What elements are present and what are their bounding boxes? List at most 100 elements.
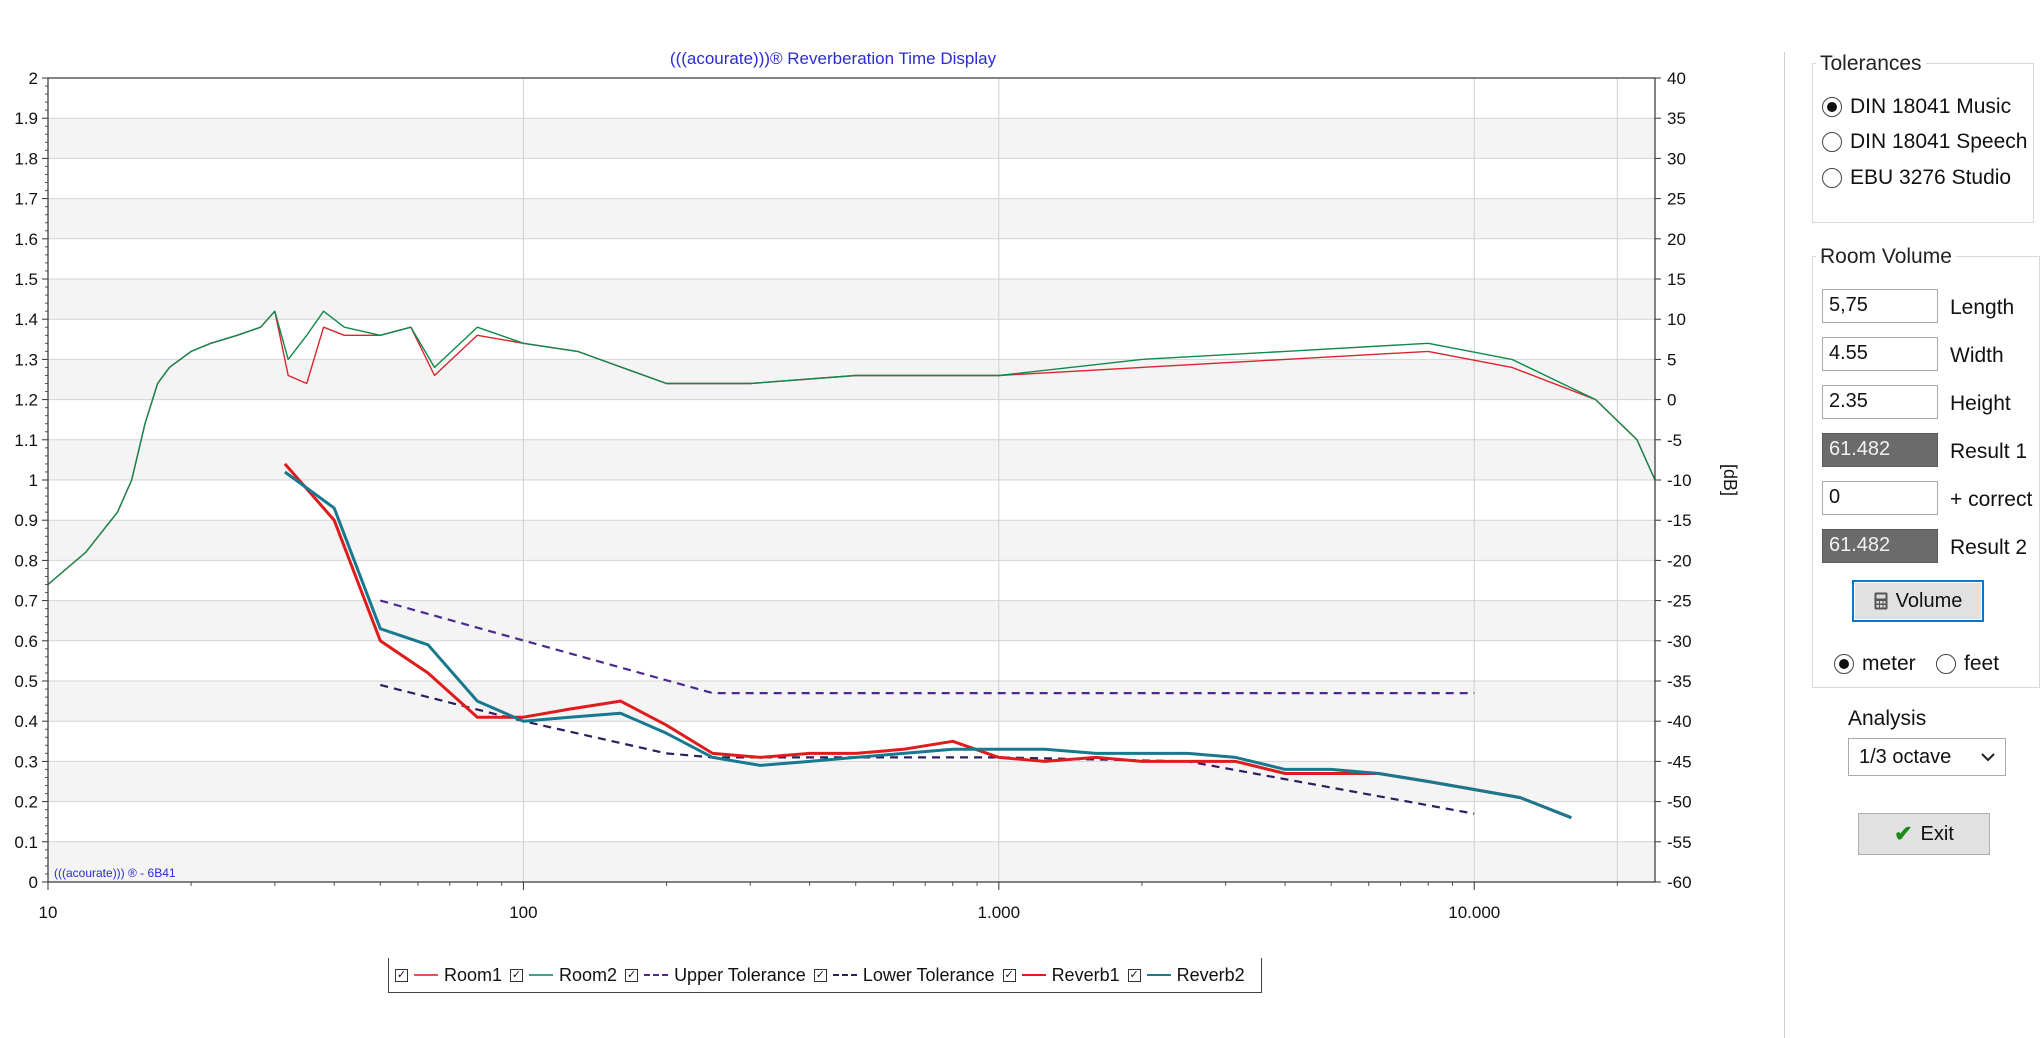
- legend-label: Reverb1: [1051, 964, 1120, 985]
- right-tick-label: 35: [1667, 109, 1686, 128]
- length-input[interactable]: 5,75: [1822, 289, 1938, 323]
- exit-button[interactable]: ✔ Exit: [1858, 813, 1990, 855]
- legend-item[interactable]: ✓ Room2: [510, 965, 617, 986]
- legend-checkbox[interactable]: ✓: [1127, 968, 1141, 982]
- right-tick-label: 25: [1667, 190, 1686, 209]
- radio-ebu-studio[interactable]: EBU 3276 Studio: [1822, 166, 2011, 190]
- right-tick-label: -50: [1667, 793, 1692, 812]
- volume-button[interactable]: Volume: [1852, 580, 1984, 622]
- checkmark-icon: ✔: [1894, 821, 1913, 846]
- right-tick-label: -55: [1667, 833, 1692, 852]
- plot-band: [48, 238, 1655, 279]
- radio-label: DIN 18041 Music: [1850, 95, 2012, 118]
- left-tick-label: 1.4: [14, 310, 38, 329]
- right-tick-label: 10: [1667, 310, 1686, 329]
- series-reverb1: [283, 462, 1572, 820]
- legend-item[interactable]: ✓ Lower Tolerance: [813, 964, 995, 986]
- radio-button[interactable]: [1822, 132, 1842, 152]
- calculator-icon: [1874, 592, 1888, 610]
- plot-band: [48, 640, 1655, 681]
- left-tick-label: 1.3: [14, 350, 38, 369]
- chart-legend: ✓ Room1 ✓ Room2 ✓ Upper Tolerance ✓ Lower Toler…: [388, 958, 1262, 993]
- radio-button[interactable]: [1822, 97, 1842, 117]
- plot-band: [48, 721, 1655, 762]
- plot-background: [48, 78, 1655, 882]
- height-input[interactable]: 2.35: [1822, 385, 1938, 419]
- correction-input[interactable]: 0: [1822, 481, 1938, 515]
- plot-band: [48, 520, 1655, 561]
- radio-selected-dot: [1827, 102, 1837, 112]
- plot-band: [48, 359, 1655, 400]
- plot-band: [48, 681, 1655, 722]
- legend-checkbox[interactable]: ✓: [510, 968, 524, 982]
- legend-label: Room1: [444, 964, 503, 985]
- legend-checkbox[interactable]: ✓: [1002, 968, 1016, 982]
- x-tick-label: 10: [39, 903, 58, 922]
- radio-selected-dot: [1839, 659, 1849, 669]
- legend-item[interactable]: ✓ Room1: [395, 965, 502, 986]
- width-input[interactable]: 4.55: [1822, 337, 1938, 371]
- room-volume-title: Room Volume: [1816, 245, 1956, 269]
- chart-watermark: (((acourate))) ® - 6B41: [54, 866, 176, 880]
- legend-item[interactable]: ✓ Reverb2: [1127, 965, 1245, 986]
- right-tick-label: 15: [1667, 270, 1686, 289]
- legend-item[interactable]: ✓ Reverb1: [1002, 964, 1120, 986]
- radio-meter[interactable]: meter: [1834, 652, 1916, 676]
- plot-band: [48, 118, 1655, 159]
- left-tick-label: 0.2: [14, 793, 38, 812]
- plot-band: [48, 439, 1655, 480]
- left-tick-label: 1.5: [14, 270, 38, 289]
- grid-lines: [47, 77, 1655, 883]
- radio-button[interactable]: [1936, 654, 1956, 674]
- radio-label: DIN 18041 Speech: [1850, 130, 2028, 153]
- right-tick-label: -15: [1667, 511, 1692, 530]
- left-tick-label: 0.1: [14, 833, 38, 852]
- length-label: Length: [1950, 296, 2015, 319]
- plot-band: [48, 319, 1655, 360]
- height-label: Height: [1950, 392, 2011, 415]
- chevron-down-icon: [1981, 753, 1995, 762]
- plot-band: [48, 801, 1655, 842]
- left-tick-label: 1.7: [14, 190, 38, 209]
- left-tick-label: 0.8: [14, 551, 38, 570]
- legend-swatch: [1146, 974, 1171, 976]
- right-tick-label: -30: [1667, 632, 1692, 651]
- legend-checkbox[interactable]: ✓: [625, 968, 639, 982]
- left-tick-label: 1.2: [14, 391, 38, 410]
- legend-swatch: [529, 974, 554, 976]
- radio-feet[interactable]: feet: [1936, 652, 1999, 676]
- exit-button-label: Exit: [1920, 822, 1954, 845]
- left-tick-label: 1.8: [14, 149, 38, 168]
- legend-swatch: [414, 974, 438, 976]
- right-axis-label: [dB]: [1720, 464, 1740, 496]
- radio-button[interactable]: [1834, 654, 1854, 674]
- left-tick-label: 1.6: [14, 230, 38, 249]
- result2-field: 61.482: [1822, 529, 1938, 563]
- left-tick-label: 2: [29, 69, 38, 88]
- chart-title: (((acourate)))® Reverberation Time Displ…: [670, 49, 997, 68]
- legend-checkbox[interactable]: ✓: [395, 968, 408, 982]
- radio-button[interactable]: [1822, 168, 1842, 188]
- right-tick-label: -25: [1667, 592, 1692, 611]
- plot-band: [48, 399, 1655, 440]
- plot-band: [48, 600, 1655, 641]
- left-axis-ticks: 0 0.1 0.2 0.3 0.4 0.5 0.6 0.7 0.8 0.9 1 1.1 1.2 1.3 1.…: [14, 69, 48, 892]
- radio-din-speech[interactable]: DIN 18041 Speech: [1822, 130, 2027, 154]
- right-tick-label: -10: [1667, 471, 1692, 490]
- left-tick-label: 0: [29, 873, 38, 892]
- right-tick-label: -20: [1667, 551, 1692, 570]
- radio-label: meter: [1862, 652, 1916, 675]
- right-tick-label: -40: [1667, 712, 1692, 731]
- analysis-select[interactable]: 1/3 octave: [1848, 738, 2006, 776]
- right-tick-label: 5: [1667, 350, 1676, 369]
- left-tick-label: 0.4: [14, 712, 38, 731]
- right-tick-label: -35: [1667, 672, 1692, 691]
- legend-item[interactable]: ✓ Upper Tolerance: [625, 965, 806, 986]
- plot-band: [48, 158, 1655, 199]
- reverberation-chart: (((acourate)))® Reverberation Time Displ…: [14, 49, 1740, 922]
- legend-label: Lower Tolerance: [862, 964, 995, 985]
- radio-din-music[interactable]: DIN 18041 Music: [1822, 95, 2011, 119]
- plot-band: [48, 78, 1655, 119]
- left-tick-label: 1: [29, 471, 38, 490]
- legend-checkbox[interactable]: ✓: [813, 968, 827, 982]
